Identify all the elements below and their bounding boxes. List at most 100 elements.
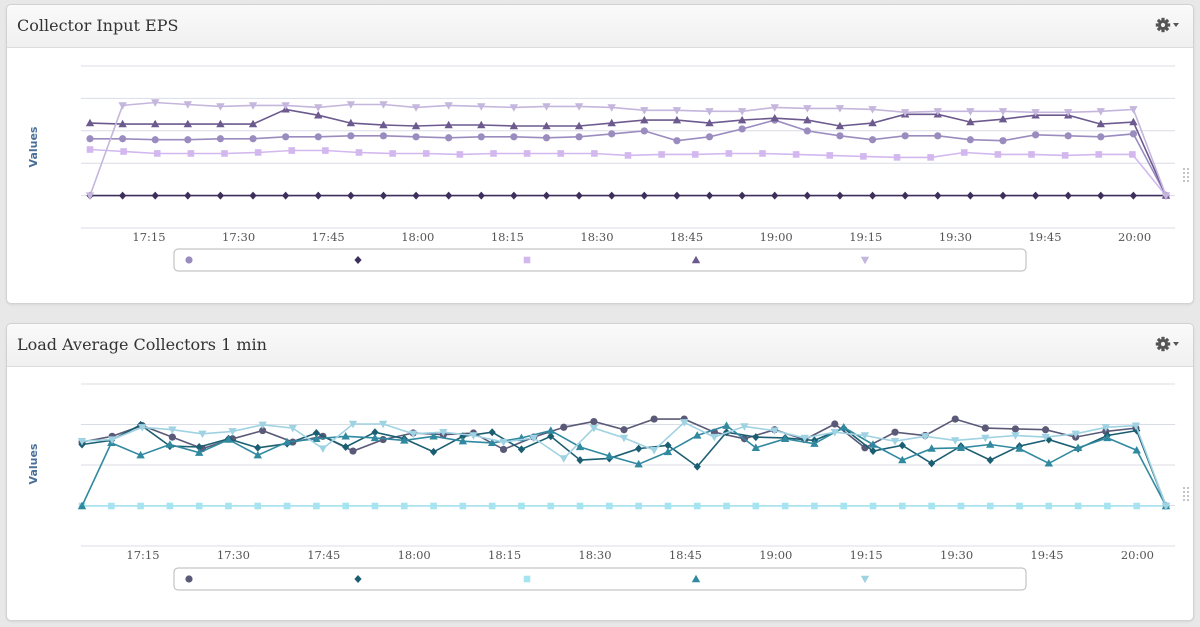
legend-marker — [523, 256, 531, 264]
resize-handle-icon[interactable] — [1183, 487, 1191, 501]
data-point — [510, 133, 518, 141]
data-point — [341, 432, 350, 440]
data-point — [893, 154, 901, 161]
x-tick-label: 19:00 — [760, 230, 793, 244]
data-point — [722, 421, 731, 429]
chart-area: Values 17:15 17:30 17:45 18:00 18:15 18:30 18:4… — [27, 383, 1175, 591]
legend-marker — [523, 575, 531, 583]
data-point — [751, 443, 761, 451]
data-point — [488, 428, 496, 437]
data-point — [803, 105, 812, 113]
data-point — [542, 191, 551, 200]
data-point — [1044, 459, 1054, 467]
data-point — [1045, 435, 1053, 444]
data-point — [737, 115, 747, 124]
data-point — [456, 151, 464, 158]
data-point — [1104, 502, 1111, 510]
data-point — [288, 147, 296, 154]
data-point — [624, 152, 632, 159]
data-point — [1161, 502, 1171, 511]
data-point — [547, 432, 555, 441]
x-tick-label: 17:45 — [307, 548, 340, 562]
legend[interactable] — [173, 248, 1027, 272]
data-point — [1129, 106, 1138, 114]
data-point — [459, 502, 467, 510]
chart-panel-load-average: Load Average Collectors 1 min Values 17:1… — [6, 323, 1194, 621]
data-point — [411, 121, 421, 130]
data-point — [412, 133, 420, 141]
gear-icon[interactable] — [1155, 335, 1181, 353]
data-point — [85, 192, 95, 200]
data-point — [723, 502, 730, 510]
data-point — [444, 120, 453, 129]
data-point — [928, 459, 936, 468]
legend[interactable] — [173, 567, 1027, 591]
data-point — [477, 133, 485, 141]
data-point — [1061, 152, 1069, 159]
series-line — [89, 108, 1167, 196]
data-point — [1096, 119, 1105, 128]
y-axis-label: Values — [27, 126, 40, 167]
data-point — [477, 191, 485, 200]
data-point — [839, 422, 848, 431]
data-point — [640, 115, 649, 124]
x-tick-label: 17:15 — [132, 230, 165, 244]
data-point — [705, 108, 714, 116]
data-point — [998, 108, 1008, 116]
data-point — [166, 502, 174, 510]
data-point — [575, 442, 585, 451]
data-point — [664, 502, 672, 510]
x-tick-label: 19:15 — [849, 230, 882, 244]
data-point — [860, 153, 867, 160]
data-point — [1074, 502, 1082, 510]
data-point — [680, 419, 689, 427]
data-point — [1041, 426, 1050, 434]
x-tick-label: 20:00 — [1121, 548, 1154, 562]
data-point — [282, 133, 290, 141]
data-point — [1129, 130, 1137, 138]
data-point — [605, 451, 614, 460]
data-point — [107, 502, 115, 510]
data-point — [559, 455, 568, 463]
data-point — [634, 459, 643, 468]
data-point — [576, 502, 584, 510]
data-point — [542, 121, 551, 130]
data-point — [510, 191, 518, 200]
data-point — [518, 502, 525, 510]
data-point — [574, 121, 584, 130]
data-point — [966, 136, 974, 144]
data-point — [1132, 445, 1141, 454]
data-point — [738, 191, 746, 200]
data-point — [216, 135, 225, 143]
data-point — [890, 438, 900, 446]
x-tick-label: 18:45 — [670, 230, 703, 244]
x-tick-label: 18:30 — [578, 548, 611, 562]
data-point — [313, 502, 320, 510]
data-point — [868, 118, 877, 127]
data-point — [529, 434, 538, 443]
data-point — [314, 110, 323, 119]
data-point — [184, 191, 192, 200]
data-point — [1045, 502, 1053, 510]
data-point — [869, 502, 877, 510]
data-point — [781, 502, 789, 510]
data-point — [347, 191, 355, 200]
data-point — [986, 440, 995, 448]
data-point — [589, 424, 599, 433]
gear-icon[interactable] — [1155, 16, 1181, 34]
data-point — [691, 151, 699, 158]
data-point — [900, 109, 910, 117]
data-point — [966, 191, 974, 200]
data-point — [379, 191, 388, 200]
data-point — [927, 154, 934, 161]
data-point — [444, 102, 453, 110]
series-4 — [77, 421, 1171, 510]
data-point — [429, 447, 438, 456]
data-point — [547, 502, 555, 510]
y-axis-label: Values — [27, 443, 40, 484]
resize-handle-icon[interactable] — [1183, 168, 1191, 182]
data-point — [1011, 425, 1020, 433]
data-point — [635, 444, 643, 453]
x-tick-label: 17:45 — [312, 230, 345, 244]
data-point — [477, 103, 486, 111]
